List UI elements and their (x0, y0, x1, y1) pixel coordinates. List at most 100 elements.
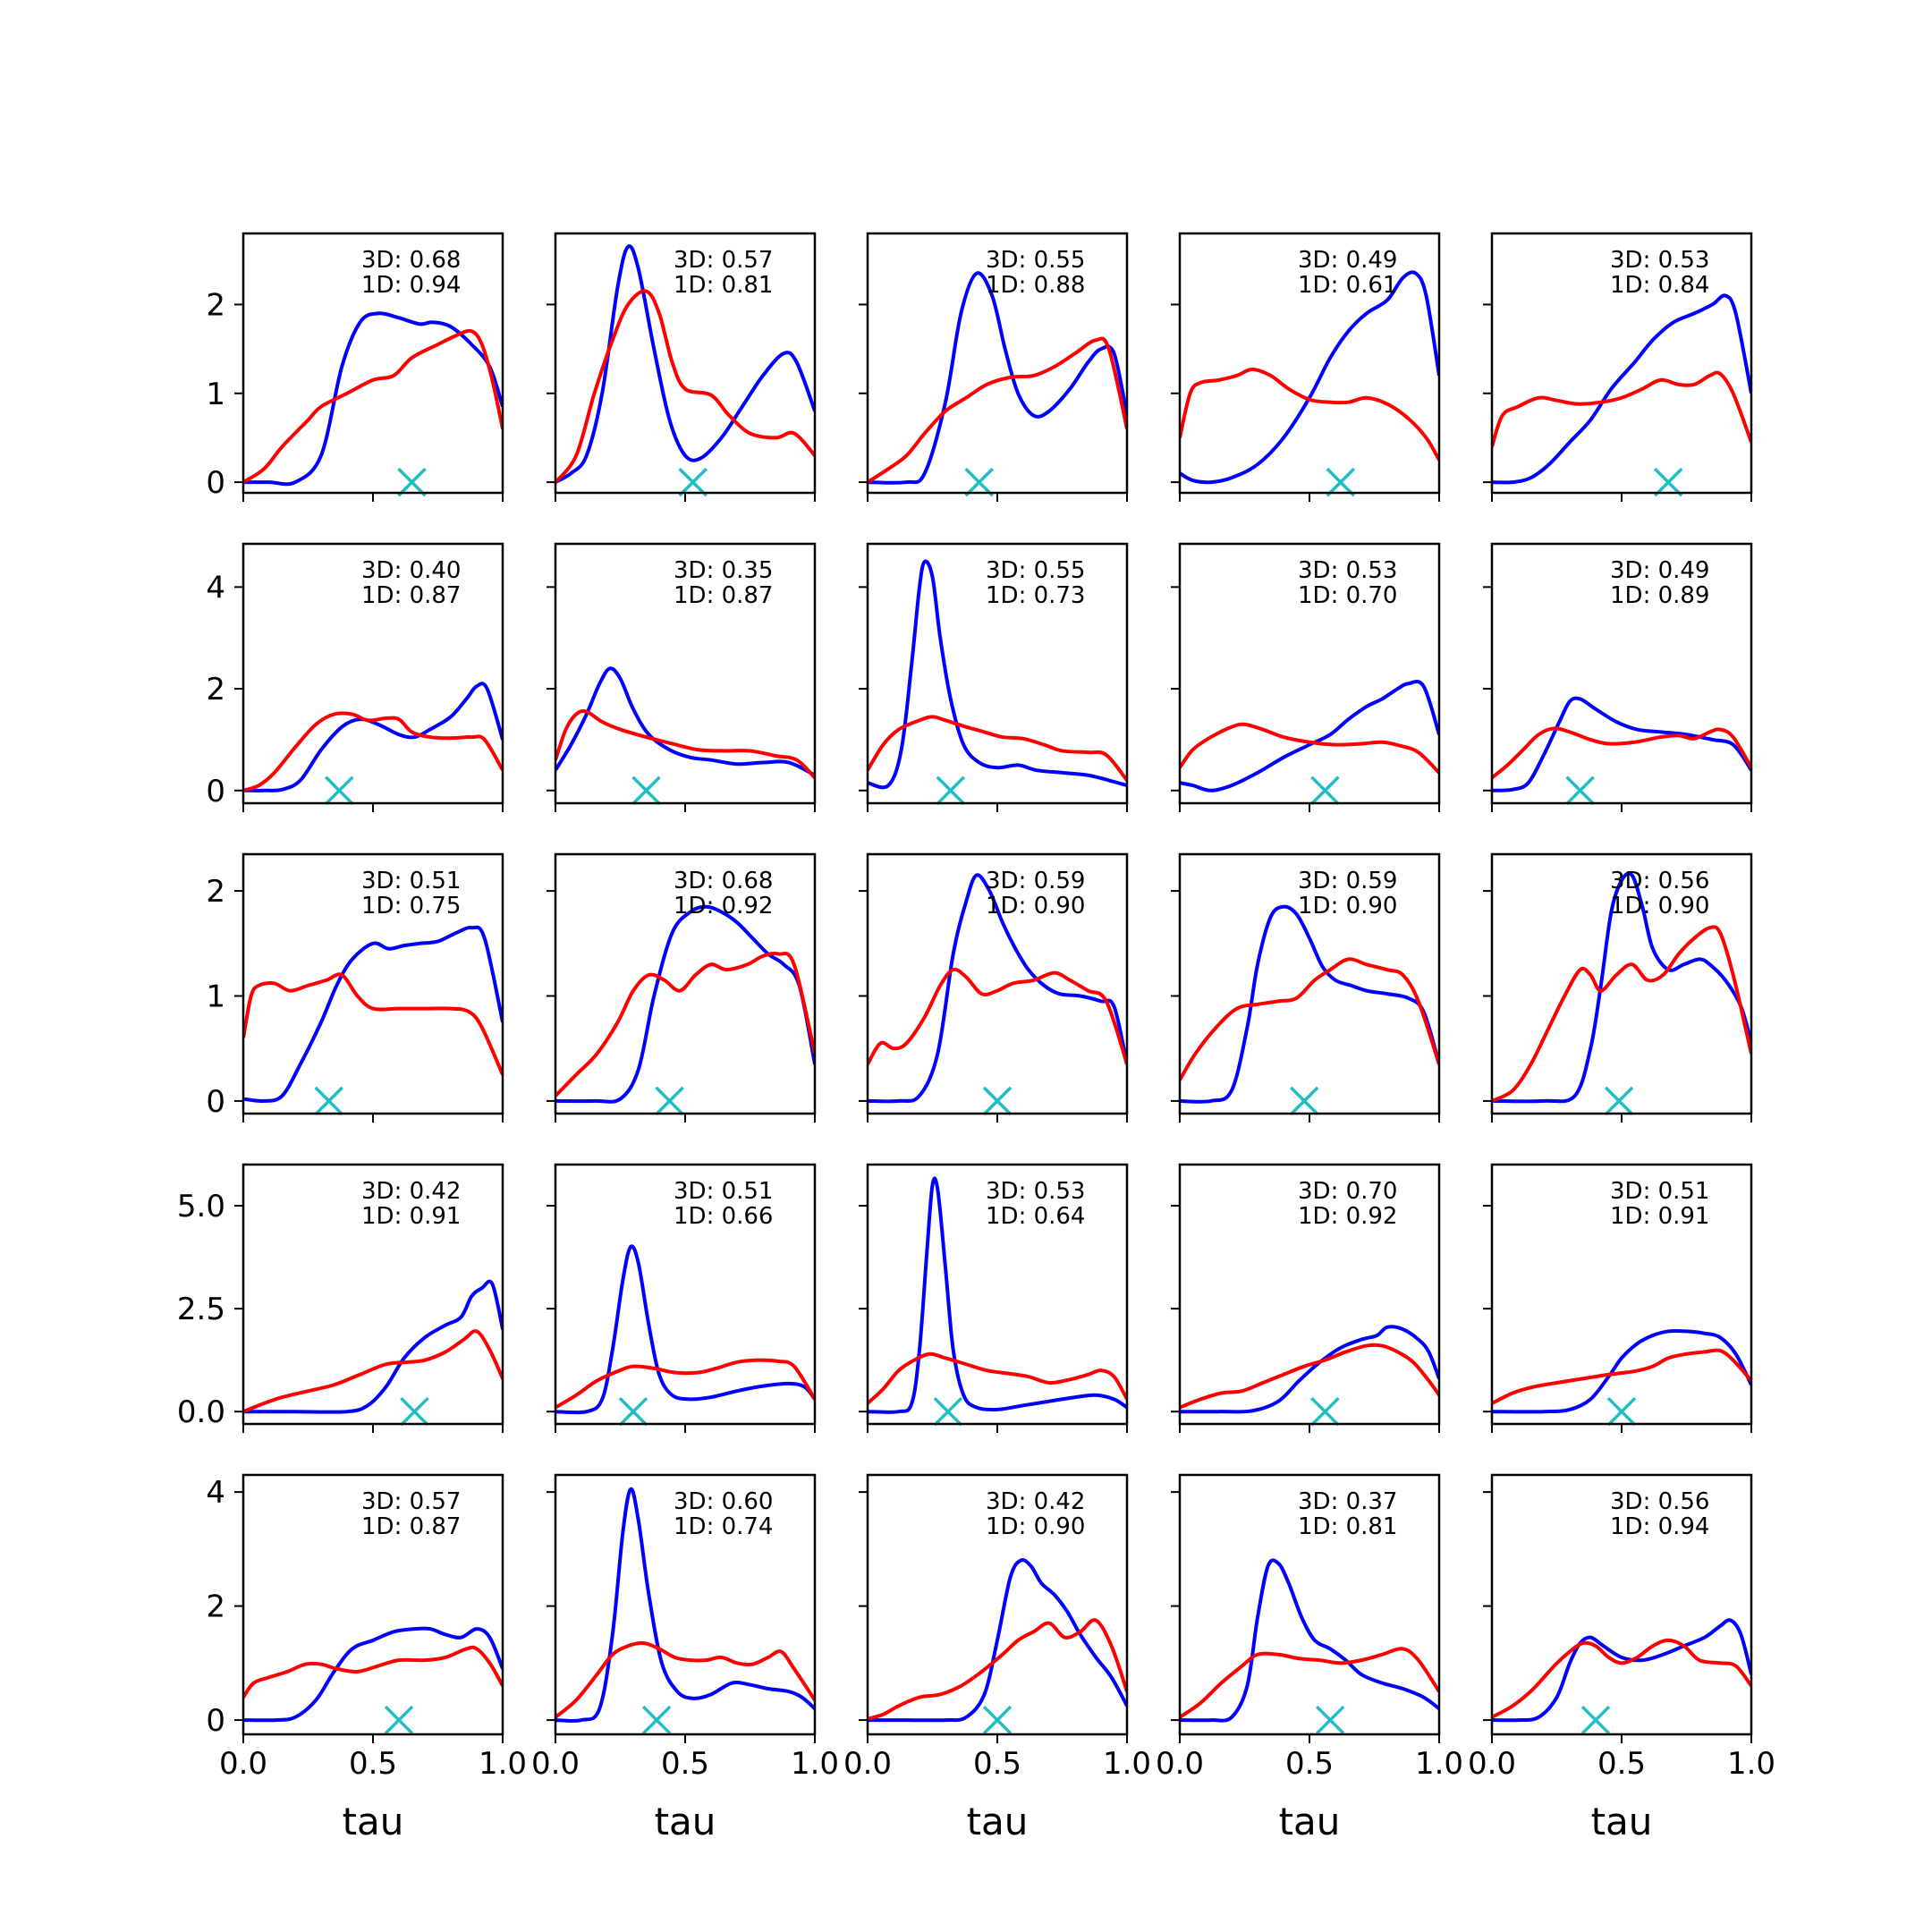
x-marker-icon (655, 1086, 684, 1116)
blue-density-line (243, 1279, 503, 1414)
x-marker-icon (982, 1705, 1013, 1735)
x-marker-stroke (1310, 1396, 1340, 1427)
red-density-line (243, 328, 503, 484)
y-tick-label: 2 (206, 874, 225, 910)
x-axis-label: tau (1279, 1800, 1341, 1843)
blue-density-line (1180, 1325, 1439, 1414)
x-marker-icon (1310, 1396, 1340, 1427)
x-marker-icon (1289, 1086, 1319, 1116)
blue-density-line (243, 925, 503, 1103)
y-tick-label: 4 (206, 1475, 225, 1511)
x-marker-stroke (1310, 775, 1340, 806)
blue-density-line (868, 873, 1127, 1104)
x-marker-icon (400, 1396, 429, 1427)
x-marker-icon (384, 1705, 414, 1735)
x-tick-label: 1.0 (1415, 1746, 1463, 1782)
annotation-3d: 3D: 0.51 (1610, 1178, 1709, 1205)
blue-density-line (868, 1558, 1127, 1723)
red-density-line (1492, 1638, 1751, 1719)
y-tick-label: 5.0 (177, 1189, 225, 1224)
y-tick-label: 0 (206, 1084, 225, 1120)
annotation-3d: 3D: 0.53 (1610, 247, 1709, 274)
x-marker-icon (397, 467, 427, 497)
y-tick-label: 2.5 (177, 1292, 225, 1327)
annotation-1d: 1D: 0.88 (986, 272, 1085, 299)
blue-density-line (555, 1244, 815, 1415)
x-axis-label: tau (655, 1800, 716, 1843)
blue-density-line (243, 1626, 503, 1723)
x-marker-stroke (1653, 467, 1683, 497)
red-density-line (243, 711, 503, 792)
x-marker-icon (618, 1396, 648, 1427)
annotation-1d: 1D: 0.94 (1610, 1513, 1709, 1540)
blue-density-line (1180, 680, 1439, 792)
red-density-line (868, 1352, 1127, 1405)
blue-density-line (243, 682, 503, 792)
red-density-line (868, 715, 1127, 782)
annotation-1d: 1D: 0.81 (1298, 1513, 1397, 1540)
red-density-line (868, 1618, 1127, 1721)
blue-density-line (868, 1176, 1127, 1414)
annotation-1d: 1D: 0.92 (1298, 1203, 1397, 1230)
y-tick-label: 1 (206, 979, 225, 1015)
blue-density-line (868, 271, 1127, 485)
annotation-1d: 1D: 0.84 (1610, 272, 1709, 299)
x-marker-stroke (933, 1396, 963, 1427)
x-marker-icon (1604, 1086, 1634, 1116)
x-marker-icon (982, 1086, 1013, 1116)
x-marker-stroke (618, 1396, 648, 1427)
blue-density-line (243, 311, 503, 487)
red-density-line (555, 1358, 815, 1410)
annotation-1d: 1D: 0.74 (674, 1513, 773, 1540)
red-density-line (1180, 1647, 1439, 1719)
annotation-1d: 1D: 0.92 (674, 893, 773, 919)
annotation-1d: 1D: 0.94 (361, 272, 461, 299)
annotation-3d: 3D: 0.68 (361, 247, 461, 274)
annotation-1d: 1D: 0.75 (361, 893, 461, 919)
annotation-1d: 1D: 0.90 (1298, 893, 1397, 919)
x-marker-stroke (1326, 467, 1356, 497)
annotation-3d: 3D: 0.57 (361, 1488, 461, 1515)
annotation-1d: 1D: 0.90 (986, 1513, 1085, 1540)
x-marker-stroke (314, 1086, 343, 1116)
x-marker-stroke (397, 467, 427, 497)
x-marker-stroke (982, 1705, 1013, 1735)
annotation-1d: 1D: 0.64 (986, 1203, 1085, 1230)
y-tick-label: 2 (206, 1589, 225, 1625)
x-tick-label: 0.5 (1285, 1746, 1334, 1782)
annotation-3d: 3D: 0.59 (1298, 868, 1397, 894)
x-marker-stroke (1565, 775, 1595, 806)
y-tick-label: 4 (206, 570, 225, 606)
x-marker-stroke (631, 775, 661, 806)
x-marker-icon (678, 467, 708, 497)
blue-density-line (555, 1487, 815, 1724)
x-tick-label: 0.0 (1156, 1746, 1204, 1782)
blue-density-line (1180, 270, 1439, 485)
annotation-3d: 3D: 0.42 (986, 1488, 1085, 1515)
x-tick-label: 1.0 (479, 1746, 527, 1782)
x-marker-stroke (936, 775, 966, 806)
annotation-1d: 1D: 0.66 (674, 1203, 773, 1230)
x-marker-stroke (982, 1086, 1013, 1116)
annotation-1d: 1D: 0.89 (1610, 582, 1709, 609)
annotation-1d: 1D: 0.61 (1298, 272, 1397, 299)
x-axis-label: tau (343, 1800, 404, 1843)
x-marker-stroke (1289, 1086, 1319, 1116)
red-density-line (1492, 726, 1751, 780)
